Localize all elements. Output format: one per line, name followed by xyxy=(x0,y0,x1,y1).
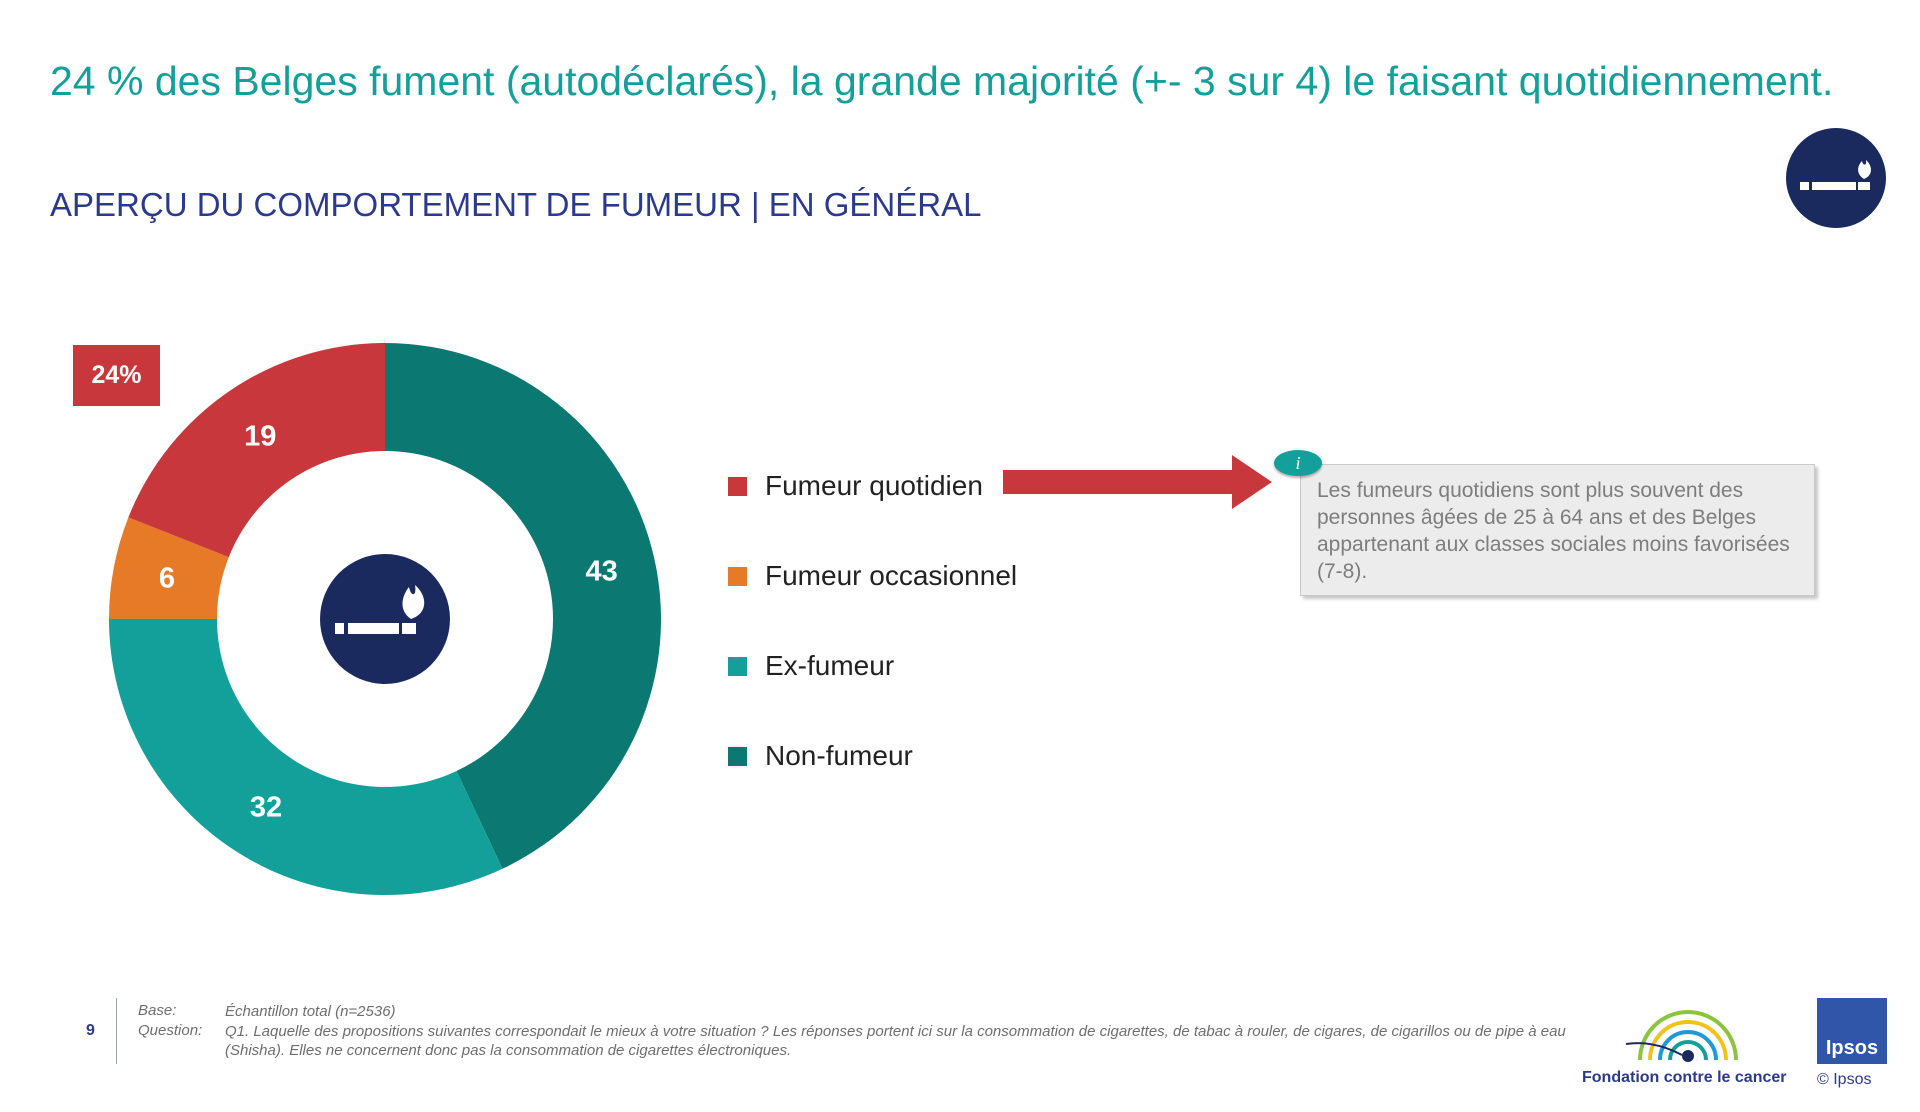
slice-fumeur-occasionnel xyxy=(109,517,229,619)
page-number: 9 xyxy=(86,1022,95,1039)
center-smoking-icon xyxy=(320,554,450,684)
smokers-total-badge: 24% xyxy=(73,345,160,406)
data-label-fumeur-quotidien: 19 xyxy=(244,420,276,452)
ipsos-logo: Ipsos xyxy=(1817,998,1887,1064)
slice-ex-fumeur xyxy=(109,619,503,895)
donut-chart: 43 32 6 19 xyxy=(109,343,661,895)
legend-item-ex-fumeur: Ex-fumeur xyxy=(728,650,894,682)
legend-item-fumeur-quotidien: Fumeur quotidien xyxy=(728,470,983,502)
legend-item-non-fumeur: Non-fumeur xyxy=(728,740,913,772)
legend-swatch xyxy=(728,566,747,586)
base-label: Base: xyxy=(138,1002,177,1019)
fondation-name: Fondation contre le cancer xyxy=(1582,1069,1787,1086)
legend-swatch xyxy=(728,476,747,496)
callout-text: Les fumeurs quotidiens sont plus souvent… xyxy=(1317,479,1790,583)
ipsos-logo-text: Ipsos xyxy=(1825,1037,1879,1059)
smoking-icon xyxy=(1786,128,1886,228)
callout-arrow xyxy=(1003,455,1272,509)
legend-label: Non-fumeur xyxy=(765,740,913,771)
data-label-non-fumeur: 43 xyxy=(586,556,618,588)
copyright: © Ipsos xyxy=(1817,1071,1872,1088)
base-text: Échantillon total (n=2536) xyxy=(225,1003,396,1020)
fondation-logo-icon xyxy=(1625,1010,1738,1062)
page-subtitle: APERÇU DU COMPORTEMENT DE FUMEUR | EN GÉ… xyxy=(50,186,982,223)
footer-divider xyxy=(116,998,117,1064)
legend-label: Fumeur occasionnel xyxy=(765,560,1018,591)
legend-label: Ex-fumeur xyxy=(765,650,895,681)
slice-non-fumeur xyxy=(385,343,661,869)
data-label-ex-fumeur: 32 xyxy=(250,791,282,823)
slice-fumeur-quotidien xyxy=(128,343,385,558)
legend-label: Fumeur quotidien xyxy=(765,470,983,501)
legend-swatch xyxy=(728,656,747,676)
legend-swatch xyxy=(728,746,747,766)
data-label-fumeur-occasionnel: 6 xyxy=(159,562,175,594)
legend-item-fumeur-occasionnel: Fumeur occasionnel xyxy=(728,560,1017,592)
question-label: Question: xyxy=(138,1022,203,1039)
question-text: Q1. Laquelle des propositions suivantes … xyxy=(225,1023,1566,1059)
page-title: 24 % des Belges fument (autodéclarés), l… xyxy=(50,58,1834,104)
info-callout: Les fumeurs quotidiens sont plus souvent… xyxy=(1300,464,1815,596)
info-icon: i xyxy=(1274,450,1322,476)
